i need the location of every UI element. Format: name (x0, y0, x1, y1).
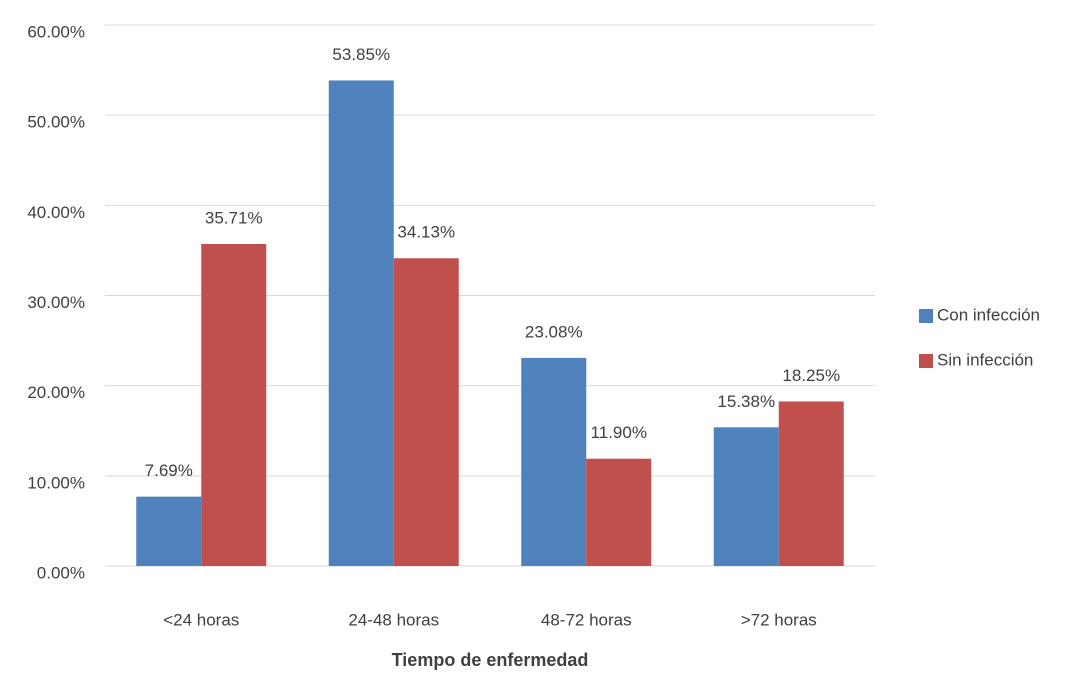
x-tick-label: >72 horas (741, 610, 817, 629)
bar (329, 80, 394, 566)
value-label: 53.85% (332, 45, 390, 64)
value-label: 7.69% (145, 461, 193, 480)
legend-label: Sin infección (937, 350, 1033, 369)
y-tick-label: 40.00% (27, 203, 85, 222)
y-tick-label: 30.00% (27, 293, 85, 312)
value-label: 35.71% (205, 208, 263, 227)
legend-swatch (919, 309, 933, 323)
x-tick-label: 48-72 horas (541, 610, 632, 629)
y-tick-label: 0.00% (37, 563, 85, 582)
bar (521, 358, 586, 566)
bar (136, 497, 201, 566)
x-tick-label: <24 horas (163, 610, 239, 629)
value-label: 34.13% (397, 223, 455, 242)
value-label: 11.90% (591, 423, 647, 442)
value-label: 23.08% (525, 322, 583, 341)
value-label: 15.38% (717, 392, 775, 411)
y-tick-label: 50.00% (27, 113, 85, 132)
y-tick-label: 20.00% (27, 383, 85, 402)
value-label: 18.25% (782, 366, 840, 385)
x-axis-title: Tiempo de enfermedad (392, 650, 589, 670)
x-tick-label: 24-48 horas (348, 610, 439, 629)
bar (201, 244, 266, 566)
bar (714, 427, 779, 566)
bar (779, 401, 844, 566)
legend-label: Con infección (937, 305, 1040, 324)
legend-swatch (919, 354, 933, 368)
chart: Tiempo de enfermedad 0.00% 10.00% 20.00% 30… (0, 0, 1070, 673)
y-tick-label: 10.00% (27, 473, 85, 492)
bar (394, 258, 459, 566)
bar (586, 459, 651, 566)
y-tick-label: 60.00% (27, 22, 85, 41)
